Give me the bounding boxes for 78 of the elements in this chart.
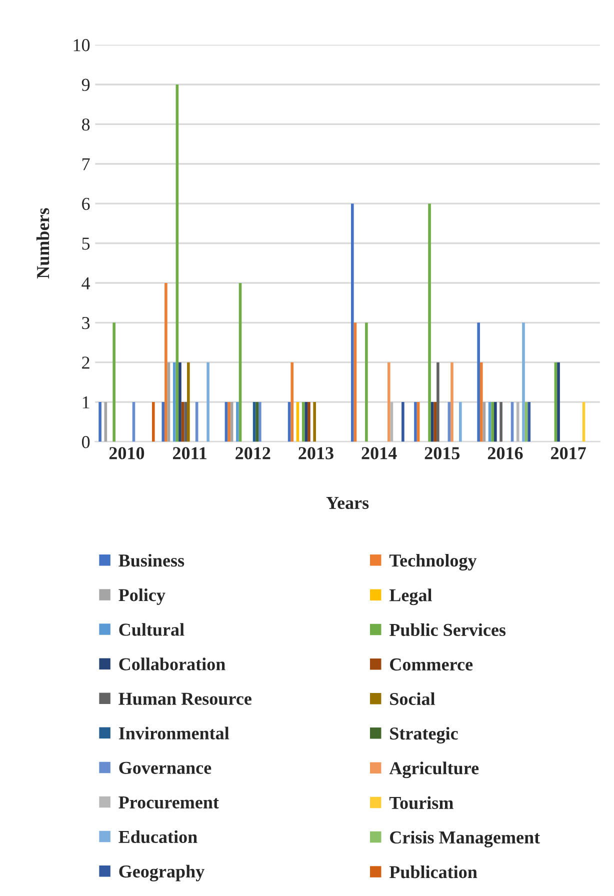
legend-label: Crisis Management: [390, 830, 540, 848]
bar: [302, 402, 305, 442]
bar: [98, 402, 102, 442]
bar: [434, 402, 437, 442]
x-tick-label: 2011: [173, 447, 206, 460]
bar: [172, 362, 176, 442]
bar: [491, 402, 494, 442]
bar: [228, 402, 230, 442]
bar: [290, 362, 294, 442]
bar: [258, 402, 262, 442]
x-axis-title: Years: [326, 497, 369, 510]
bar: [152, 402, 155, 442]
x-tick-label: 2012: [236, 447, 270, 460]
bar: [414, 402, 417, 442]
y-tick-label: 6: [82, 198, 90, 210]
y-tick-label: 8: [82, 118, 90, 131]
legend-label: Public Services: [389, 623, 506, 636]
legend-label: Business: [118, 554, 184, 567]
y-tick-label: 9: [82, 78, 90, 91]
bar: [313, 402, 316, 442]
bar: [557, 362, 560, 442]
y-tick-label: 10: [74, 39, 90, 52]
x-tick-label: 2016: [488, 447, 523, 460]
bar: [477, 322, 480, 442]
bar: [186, 362, 190, 442]
bar: [450, 362, 454, 442]
y-tick-label: 0: [82, 436, 90, 448]
bar: [236, 402, 239, 442]
y-tick-label: 2: [82, 356, 90, 369]
bar: [350, 204, 354, 442]
y-tick-label: 7: [82, 158, 90, 170]
legend-label: Education: [118, 830, 198, 844]
bar: [402, 402, 404, 442]
bar: [112, 322, 116, 442]
bar: [494, 402, 497, 442]
legend-label: Invironmental: [118, 726, 230, 740]
y-axis-title: Numbers: [36, 208, 50, 279]
x-tick-label: 2015: [424, 447, 460, 460]
legend-label: Procurement: [118, 796, 219, 809]
bar: [436, 362, 440, 442]
x-tick-label: 2014: [362, 447, 397, 460]
bar: [428, 204, 431, 442]
legend-label: Publication: [389, 866, 478, 878]
bar: [516, 402, 520, 442]
bar: [528, 402, 531, 442]
legend-label: Human Resource: [118, 692, 252, 705]
bar: [256, 402, 259, 442]
x-tick-label: 2017: [551, 447, 586, 460]
bar: [500, 402, 502, 442]
legend-label: Geography: [119, 864, 204, 882]
bar: [178, 362, 182, 442]
bar: [387, 362, 390, 442]
bar: [459, 402, 462, 442]
legend-label: Governance: [119, 762, 212, 774]
legend-label: Strategic: [390, 726, 458, 744]
bar: [308, 402, 310, 442]
y-tick-label: 4: [82, 277, 90, 290]
bar: [522, 322, 525, 442]
bar: [206, 362, 210, 442]
legend-label: Technology: [389, 554, 477, 570]
legend-label: Policy: [118, 588, 166, 605]
bar: [365, 322, 368, 442]
bar: [184, 402, 187, 442]
bar: [162, 402, 165, 442]
x-tick-label: 2010: [109, 447, 144, 460]
y-tick-label: 3: [82, 316, 90, 330]
legend-label: Tourism: [389, 796, 454, 810]
y-tick-label: 5: [82, 238, 90, 250]
legend-label: Cultural: [119, 623, 184, 636]
x-tick-label: 2013: [298, 447, 334, 460]
bar: [480, 362, 483, 442]
legend-label: Agriculture: [389, 762, 479, 778]
bar: [164, 282, 168, 442]
y-tick-label: 1: [82, 396, 90, 408]
legend-label: Commerce: [390, 658, 473, 671]
legend-label: Social: [390, 692, 435, 706]
legend-label: Collaboration: [119, 658, 226, 670]
legend-label: Legal: [389, 588, 432, 606]
